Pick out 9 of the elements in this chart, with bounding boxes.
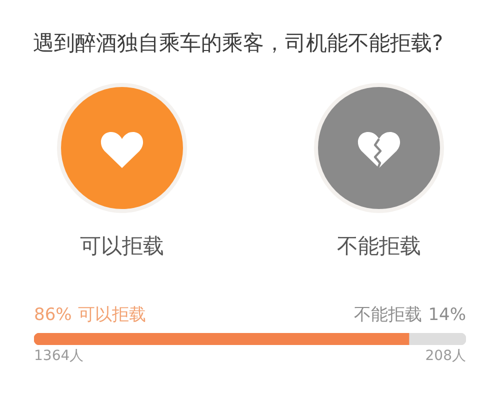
series-label: 不能拒载: [354, 305, 422, 325]
text: 可以拒载: [79, 233, 165, 259]
data-label: 1364人: [34, 348, 84, 364]
text: 不能拒载: [336, 233, 422, 259]
text: 14%: [428, 305, 466, 325]
chart-title: 遇到醉酒独自乘车的乘客，司机能不能拒载?: [33, 30, 444, 56]
data-label: 208人: [425, 348, 466, 364]
text: 86%: [34, 305, 72, 325]
series-label: 可以拒载: [78, 305, 146, 325]
